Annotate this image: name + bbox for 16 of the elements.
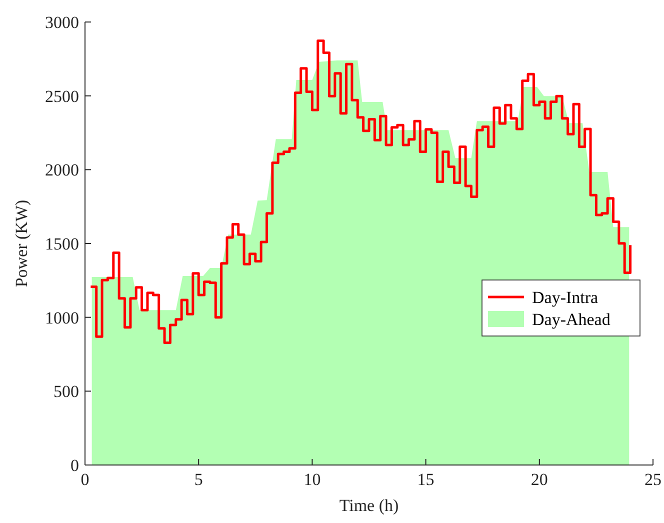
x-tick-label: 10 [304, 470, 321, 489]
legend-label: Day-Ahead [532, 310, 611, 329]
y-tick-label: 3000 [45, 12, 79, 32]
legend-label: Day-Intra [532, 288, 599, 307]
x-tick-label: 15 [417, 470, 434, 489]
y-tick-label: 1000 [45, 308, 79, 328]
x-axis-title: Time (h) [339, 496, 399, 515]
y-axis-title: Power (KW) [12, 200, 31, 288]
y-tick-label: 1500 [45, 234, 79, 254]
y-tick-label: 2000 [45, 160, 79, 180]
y-tick-label: 0 [70, 456, 79, 475]
x-tick-label: 5 [194, 470, 203, 489]
x-tick-label: 20 [530, 470, 548, 489]
y-tick-label: 2500 [45, 86, 79, 106]
y-tick-label: 500 [54, 382, 79, 402]
x-tick-label: 25 [644, 470, 662, 489]
